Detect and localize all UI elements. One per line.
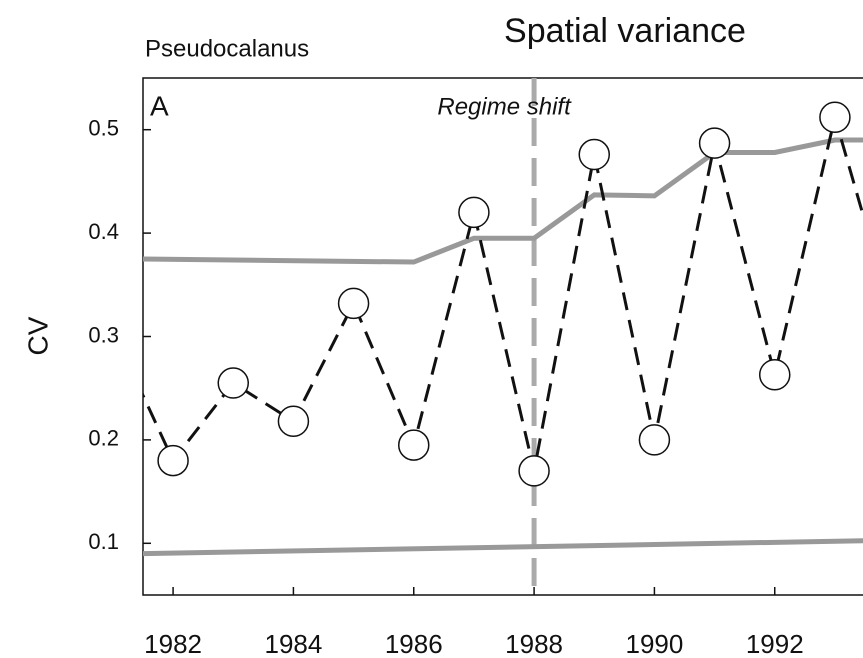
point-marker [759, 359, 791, 391]
point-marker [157, 444, 189, 477]
series-line [143, 538, 863, 557]
point-marker [698, 127, 731, 159]
y-tick-label: 0.4 [88, 219, 119, 244]
point-marker [337, 287, 370, 320]
point-marker [458, 196, 490, 229]
x-tick-label: 1992 [746, 629, 804, 658]
point-marker [518, 455, 550, 487]
x-tick-label: 1990 [625, 629, 683, 658]
y-tick-label: 0.1 [88, 529, 119, 554]
plot-area [143, 78, 863, 595]
point-marker [638, 424, 671, 456]
x-tick-label: 1984 [264, 629, 322, 658]
x-tick-label: 1982 [144, 629, 202, 658]
x-tick-label: 1986 [385, 629, 443, 658]
y-axis-label: CV [22, 316, 53, 355]
chart-title: Spatial variance [504, 12, 746, 50]
point-marker [819, 101, 851, 134]
annotation: Regime shift [437, 93, 572, 120]
y-tick-label: 0.5 [88, 116, 119, 141]
x-tick-label: 1988 [505, 629, 563, 658]
point-marker [398, 429, 430, 461]
point-marker [217, 367, 249, 399]
point-marker [277, 405, 310, 438]
y-tick-label: 0.3 [88, 322, 119, 347]
y-tick-label: 0.2 [88, 426, 119, 451]
series-line [143, 111, 863, 472]
panel-label: A [150, 90, 169, 121]
point-marker [578, 138, 610, 171]
chart-subtitle: Pseudocalanus [145, 35, 309, 62]
series-line [143, 137, 863, 265]
